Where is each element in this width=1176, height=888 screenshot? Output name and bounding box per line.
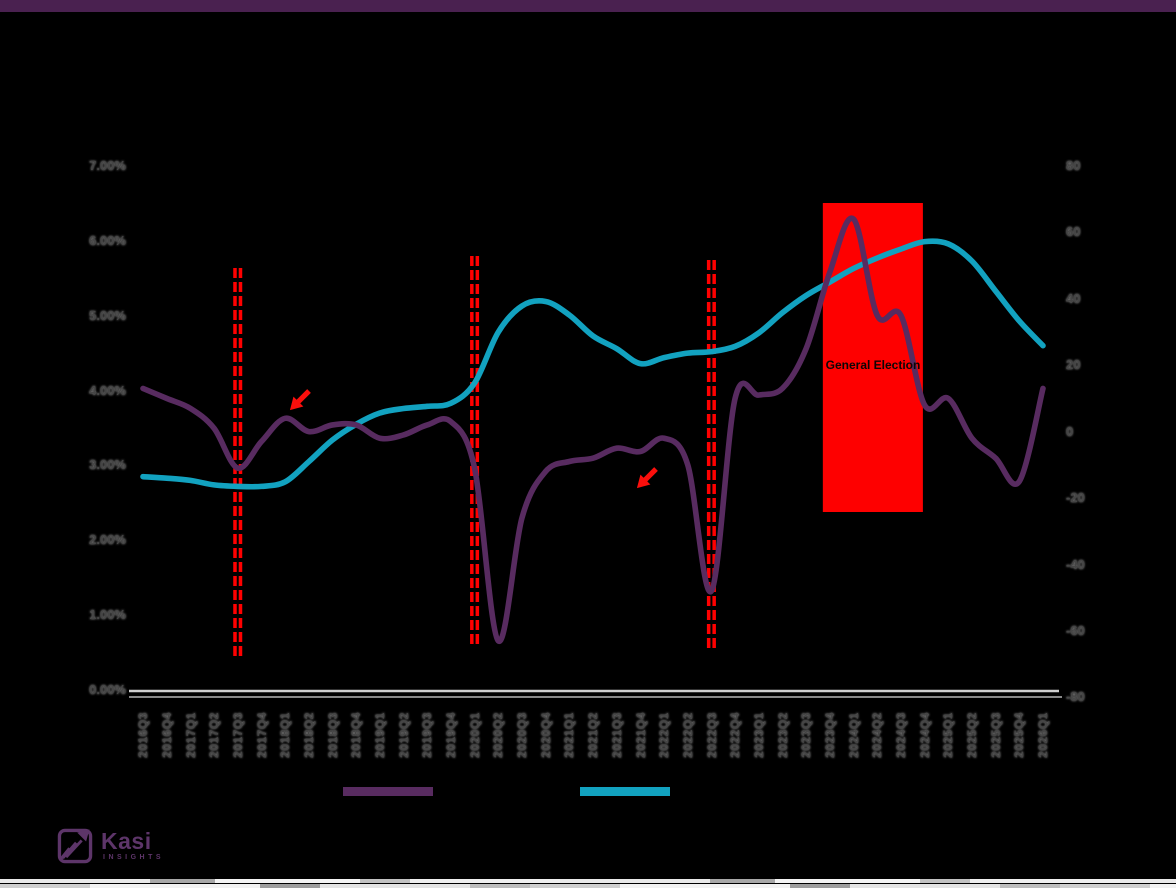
logo-arrows-icon bbox=[57, 828, 93, 864]
left-axis-tick: 3.00% bbox=[89, 457, 126, 473]
logo: Kasi INSIGHTS bbox=[55, 826, 275, 874]
logo-subtitle: INSIGHTS bbox=[103, 854, 165, 861]
left-axis-tick: 1.00% bbox=[89, 607, 126, 623]
right-axis-tick: 40 bbox=[1066, 290, 1081, 306]
left-axis-tick: 5.00% bbox=[89, 307, 126, 323]
left-axis-tick: 0.00% bbox=[89, 681, 126, 697]
left-axis-tick: 4.00% bbox=[89, 382, 126, 398]
legend-swatch-purple bbox=[343, 787, 433, 796]
right-axis-tick: 60 bbox=[1066, 224, 1081, 240]
bottom-artifact-strip bbox=[0, 879, 1176, 883]
right-axis-tick: 0 bbox=[1066, 423, 1074, 439]
left-axis-tick: 7.00% bbox=[89, 158, 126, 173]
right-axis-tick: -80 bbox=[1066, 689, 1085, 705]
right-axis-tick: -20 bbox=[1066, 490, 1085, 506]
teal-series-line bbox=[140, 238, 1046, 490]
legend-swatch-teal bbox=[580, 787, 670, 796]
bottom-artifact-strip bbox=[0, 884, 1176, 888]
general-election-annotation: General Election bbox=[825, 358, 921, 372]
left-axis-tick: 6.00% bbox=[89, 232, 126, 248]
general-election-highlight bbox=[822, 203, 923, 512]
left-axis-tick: 2.00% bbox=[89, 532, 126, 548]
right-axis-tick: 80 bbox=[1066, 158, 1081, 173]
right-axis-tick: -60 bbox=[1066, 623, 1085, 638]
right-axis-tick: 20 bbox=[1066, 357, 1081, 373]
right-axis-tick: -40 bbox=[1066, 556, 1085, 572]
red-arrow-icon bbox=[636, 467, 658, 489]
chart-legend bbox=[0, 786, 1176, 798]
logo-title: Kasi bbox=[101, 828, 152, 854]
purple-series-line bbox=[140, 215, 1046, 644]
top-accent-bar bbox=[0, 0, 1176, 12]
red-arrow-icon bbox=[289, 389, 311, 411]
